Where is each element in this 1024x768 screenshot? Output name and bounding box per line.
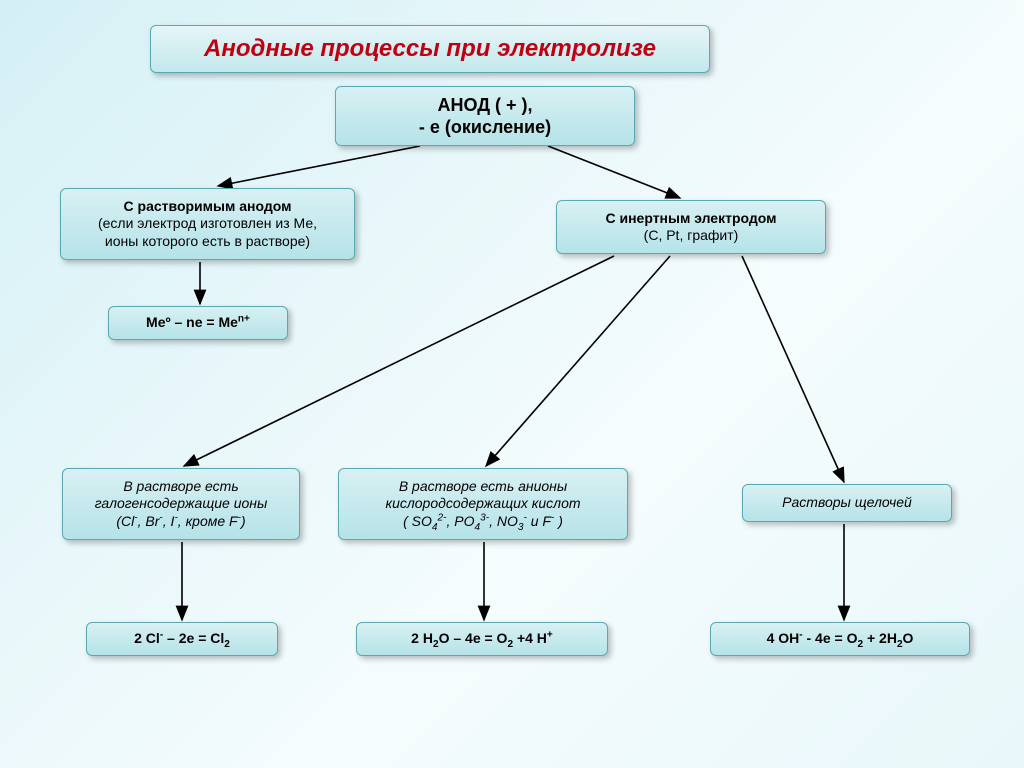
node-soluble-anode: С растворимым анодом (если электрод изго…: [60, 188, 355, 260]
cl-eq-text: 2 Cl- – 2e = Cl2: [134, 630, 230, 648]
node-me-equation: Meº – ne = Men+: [108, 306, 288, 340]
halogen-l2: галогенсодержащие ионы: [95, 495, 268, 513]
me-eq-text: Meº – ne = Men+: [146, 314, 250, 332]
soluble-l1: С растворимым анодом: [124, 198, 292, 216]
anode-line2: - е (окисление): [419, 116, 551, 139]
node-halogen-ions: В растворе есть галогенсодержащие ионы (…: [62, 468, 300, 540]
h2o-eq-text: 2 H2O – 4e = O2 +4 H+: [411, 630, 553, 648]
slide-title: Анодные процессы при электролизе: [150, 25, 710, 73]
halogen-l1: В растворе есть: [123, 478, 238, 496]
node-h2o-equation: 2 H2O – 4e = O2 +4 H+: [356, 622, 608, 656]
soluble-l2: (если электрод изготовлен из Ме,: [98, 215, 317, 233]
alkali-text: Растворы щелочей: [782, 494, 912, 512]
oxy-l1: В растворе есть анионы: [399, 478, 567, 496]
node-cl-equation: 2 Cl- – 2e = Cl2: [86, 622, 278, 656]
oh-eq-text: 4 OH- - 4e = O2 + 2H2O: [767, 630, 914, 648]
inert-l2: (C, Pt, графит): [644, 227, 739, 245]
soluble-l3: ионы которого есть в растворе): [105, 233, 310, 251]
node-oh-equation: 4 OH- - 4e = O2 + 2H2O: [710, 622, 970, 656]
node-oxy-anions: В растворе есть анионы кислородсодержащи…: [338, 468, 628, 540]
anode-line1: АНОД ( + ),: [437, 94, 532, 117]
node-inert-electrode: С инертным электродом (C, Pt, графит): [556, 200, 826, 254]
inert-l1: С инертным электродом: [605, 210, 776, 228]
oxy-l3: ( SO42-, PO43-, NO3- и F- ): [403, 513, 563, 531]
node-alkali: Растворы щелочей: [742, 484, 952, 522]
node-anode: АНОД ( + ), - е (окисление): [335, 86, 635, 146]
oxy-l2: кислородсодержащих кислот: [385, 495, 580, 513]
title-text: Анодные процессы при электролизе: [204, 34, 656, 64]
halogen-l3: (Cl-, Br-, I-, кроме F-): [116, 513, 245, 531]
